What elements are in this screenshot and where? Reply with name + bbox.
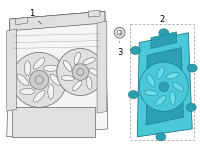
Text: 2: 2	[159, 15, 164, 24]
Circle shape	[159, 82, 169, 92]
Polygon shape	[137, 33, 192, 137]
Ellipse shape	[43, 65, 58, 71]
Ellipse shape	[89, 68, 100, 76]
Ellipse shape	[157, 67, 164, 79]
Ellipse shape	[159, 29, 169, 37]
Text: 3: 3	[117, 41, 122, 57]
Polygon shape	[12, 107, 95, 137]
Ellipse shape	[86, 77, 92, 90]
Polygon shape	[88, 10, 100, 17]
Polygon shape	[97, 21, 107, 113]
Ellipse shape	[170, 91, 175, 105]
Ellipse shape	[83, 58, 95, 64]
Polygon shape	[10, 11, 105, 31]
Ellipse shape	[17, 74, 28, 86]
Ellipse shape	[128, 91, 138, 98]
Ellipse shape	[155, 96, 166, 106]
Ellipse shape	[50, 74, 61, 86]
Text: 1: 1	[29, 9, 41, 24]
Ellipse shape	[144, 90, 158, 96]
Circle shape	[57, 49, 104, 96]
Polygon shape	[7, 29, 17, 111]
Ellipse shape	[172, 82, 184, 91]
Polygon shape	[7, 11, 108, 137]
Ellipse shape	[33, 58, 45, 69]
Ellipse shape	[33, 91, 45, 102]
Ellipse shape	[72, 81, 82, 91]
Circle shape	[114, 27, 125, 38]
Circle shape	[35, 76, 43, 84]
Ellipse shape	[24, 61, 31, 76]
Ellipse shape	[156, 133, 166, 141]
Ellipse shape	[186, 103, 196, 111]
Circle shape	[72, 64, 89, 80]
Circle shape	[139, 62, 188, 111]
Ellipse shape	[147, 75, 155, 87]
Ellipse shape	[48, 84, 54, 99]
Ellipse shape	[63, 60, 72, 71]
Polygon shape	[151, 32, 177, 49]
Ellipse shape	[74, 52, 80, 65]
Polygon shape	[146, 47, 183, 125]
Circle shape	[30, 70, 49, 90]
Polygon shape	[16, 17, 27, 25]
Ellipse shape	[130, 46, 140, 54]
Circle shape	[117, 30, 122, 35]
Ellipse shape	[61, 76, 74, 81]
Circle shape	[12, 52, 67, 107]
Ellipse shape	[166, 72, 179, 79]
Ellipse shape	[20, 88, 35, 95]
Circle shape	[77, 69, 84, 76]
Ellipse shape	[187, 64, 197, 72]
